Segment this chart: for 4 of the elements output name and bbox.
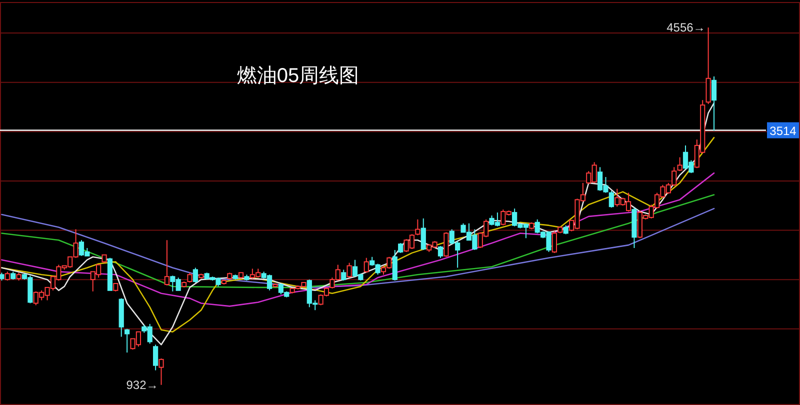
annotation: 4556→ bbox=[666, 20, 706, 35]
ref-line-label: 3514 bbox=[770, 124, 797, 138]
annotation: 932→ bbox=[126, 378, 158, 392]
text: 燃油05周线图 bbox=[236, 65, 360, 87]
